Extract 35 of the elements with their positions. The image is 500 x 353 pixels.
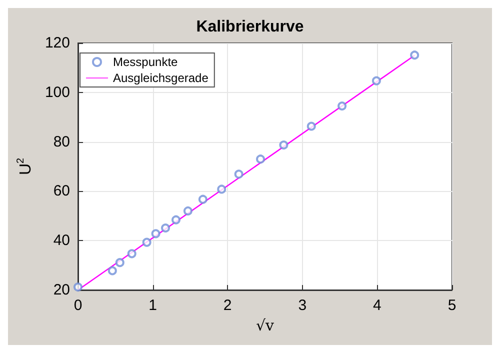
point [306,122,316,131]
point [372,76,381,86]
y-tick-label: 80 [53,133,70,150]
point [198,194,208,204]
point [183,206,192,216]
y-tick-label: 120 [44,34,70,52]
point [142,238,152,247]
point [151,229,160,238]
legend-label: Messpunkte [113,55,178,69]
point [108,266,117,276]
point [279,140,288,150]
x-tick-label: 3 [298,297,307,314]
point [171,215,180,224]
chart-title: Kalibrierkurve [196,18,304,36]
point [234,170,244,179]
y-tick-label: 100 [44,84,70,101]
x-tick-label: 0 [74,297,82,314]
point [217,184,226,194]
point [74,282,82,292]
y-axis-title: U2 [16,158,35,176]
x-axis-title: √v [256,316,275,334]
x-tick-label: 1 [148,297,157,314]
x-tick-label: 5 [448,297,456,314]
y-tick-label: 20 [53,282,70,298]
point [338,101,347,110]
x-tick-label: 2 [223,297,232,314]
x-tick-label: 4 [373,297,382,314]
legend-label: Ausgleichsgerade [113,71,209,85]
y-tick-label: 60 [53,182,70,200]
point [161,224,170,232]
point [410,50,420,60]
y-tick-label: 40 [53,232,70,250]
point [127,249,136,258]
point [115,258,124,268]
point [256,154,266,164]
